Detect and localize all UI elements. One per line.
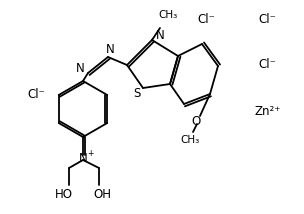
Text: Cl⁻: Cl⁻ xyxy=(28,88,45,101)
Text: Zn²⁺: Zn²⁺ xyxy=(254,105,281,118)
Text: S: S xyxy=(133,86,141,100)
Text: Cl⁻: Cl⁻ xyxy=(259,13,276,26)
Text: N: N xyxy=(156,28,164,42)
Text: +: + xyxy=(87,149,93,158)
Text: N: N xyxy=(79,152,87,165)
Text: Cl⁻: Cl⁻ xyxy=(259,58,276,71)
Text: Cl⁻: Cl⁻ xyxy=(198,13,216,26)
Text: CH₃: CH₃ xyxy=(180,135,200,145)
Text: N: N xyxy=(76,61,85,74)
Text: OH: OH xyxy=(93,189,111,202)
Text: N: N xyxy=(105,43,114,55)
Text: O: O xyxy=(192,114,201,128)
Text: CH₃: CH₃ xyxy=(158,10,178,20)
Text: HO: HO xyxy=(55,189,73,202)
